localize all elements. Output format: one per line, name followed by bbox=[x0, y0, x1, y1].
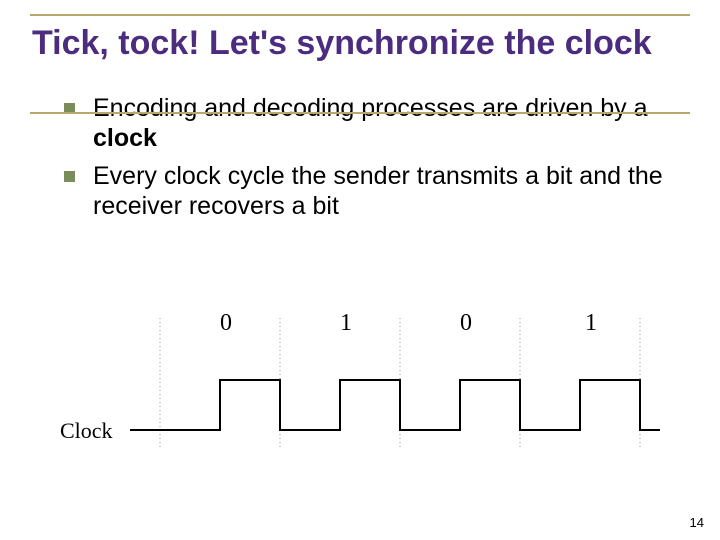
clock-axis-label: Clock bbox=[60, 418, 113, 444]
list-item: Encoding and decoding processes are driv… bbox=[64, 93, 676, 153]
list-item-text: Every clock cycle the sender transmits a… bbox=[93, 161, 676, 221]
bullet-square-icon bbox=[64, 171, 75, 182]
bit-label-0: 0 bbox=[220, 310, 232, 337]
page-number: 14 bbox=[690, 515, 704, 530]
list-item-text: Encoding and decoding processes are driv… bbox=[93, 93, 676, 153]
slide: Tick, tock! Let's synchronize the clock … bbox=[0, 0, 720, 540]
bit-label-3: 1 bbox=[585, 310, 597, 337]
text-pre: Encoding and decoding processes are driv… bbox=[93, 94, 648, 122]
list-item: Every clock cycle the sender transmits a… bbox=[64, 161, 676, 221]
slide-title: Tick, tock! Let's synchronize the clock bbox=[24, 24, 696, 63]
title-rule-top bbox=[30, 14, 690, 16]
text-bold: clock bbox=[93, 124, 157, 152]
waveform-svg bbox=[60, 310, 660, 480]
text-pre: Every clock cycle the sender transmits a… bbox=[93, 162, 663, 220]
bit-label-1: 1 bbox=[340, 310, 352, 337]
title-rule-bottom bbox=[30, 112, 690, 114]
clock-timing-diagram: 0 1 0 1 Clock bbox=[60, 310, 660, 480]
bit-label-2: 0 bbox=[460, 310, 472, 337]
